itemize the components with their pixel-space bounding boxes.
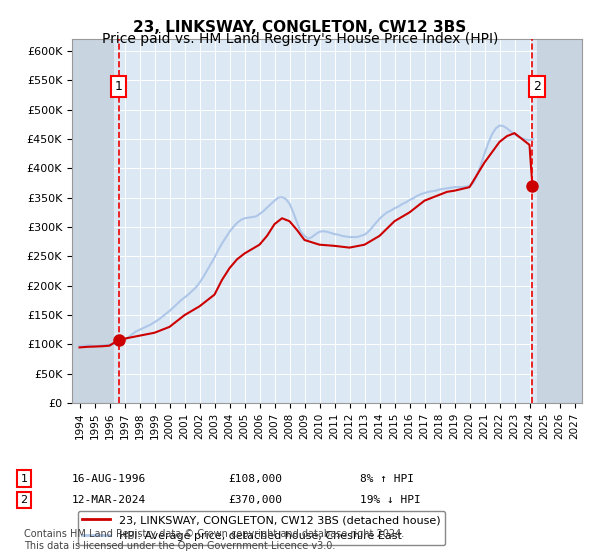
- Text: 1: 1: [115, 80, 122, 93]
- Bar: [537, 39, 582, 403]
- Text: Contains HM Land Registry data © Crown copyright and database right 2024.
This d: Contains HM Land Registry data © Crown c…: [24, 529, 404, 551]
- Bar: [72, 39, 114, 403]
- Text: 2: 2: [20, 495, 28, 505]
- Text: 8% ↑ HPI: 8% ↑ HPI: [360, 474, 414, 484]
- Text: 2: 2: [533, 80, 541, 93]
- Text: 19% ↓ HPI: 19% ↓ HPI: [360, 495, 421, 505]
- Legend: 23, LINKSWAY, CONGLETON, CW12 3BS (detached house), HPI: Average price, detached: 23, LINKSWAY, CONGLETON, CW12 3BS (detac…: [77, 511, 445, 545]
- Text: 23, LINKSWAY, CONGLETON, CW12 3BS: 23, LINKSWAY, CONGLETON, CW12 3BS: [133, 20, 467, 35]
- Text: 12-MAR-2024: 12-MAR-2024: [72, 495, 146, 505]
- Text: Price paid vs. HM Land Registry's House Price Index (HPI): Price paid vs. HM Land Registry's House …: [102, 32, 498, 46]
- Text: 16-AUG-1996: 16-AUG-1996: [72, 474, 146, 484]
- Text: £108,000: £108,000: [228, 474, 282, 484]
- Text: £370,000: £370,000: [228, 495, 282, 505]
- Text: 1: 1: [20, 474, 28, 484]
